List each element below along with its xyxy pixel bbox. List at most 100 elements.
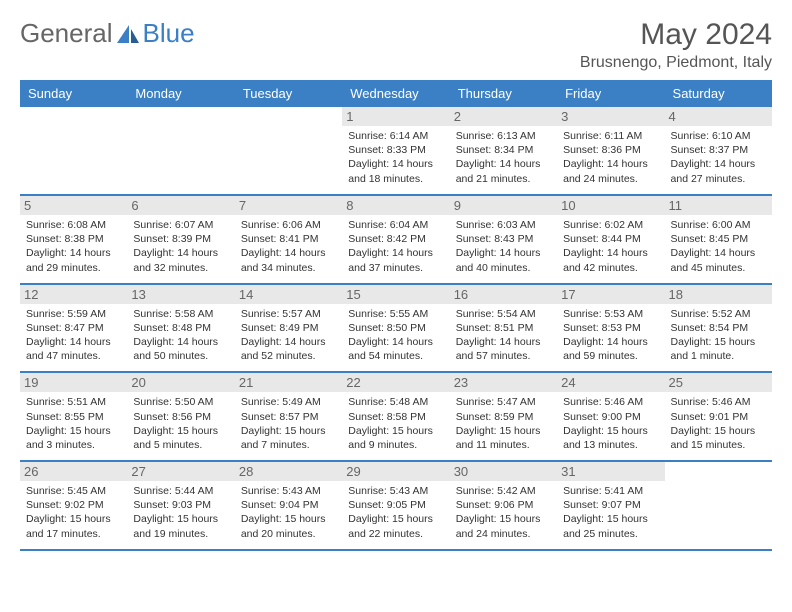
day-number: 15 [342, 285, 449, 304]
day-number: 22 [342, 373, 449, 392]
weekday-header: Friday [557, 80, 664, 107]
calendar-cell: 29 Sunrise: 5:43 AMSunset: 9:05 PMDayligh… [342, 461, 449, 550]
day-number: 23 [450, 373, 557, 392]
day-info: Sunrise: 5:51 AMSunset: 8:55 PMDaylight:… [26, 395, 121, 452]
day-number: 25 [665, 373, 772, 392]
day-number: 13 [127, 285, 234, 304]
day-info: Sunrise: 5:48 AMSunset: 8:58 PMDaylight:… [348, 395, 443, 452]
calendar-cell: 26 Sunrise: 5:45 AMSunset: 9:02 PMDayligh… [20, 461, 127, 550]
calendar-cell [665, 461, 772, 550]
logo-part2: Blue [143, 18, 195, 49]
day-info: Sunrise: 6:00 AMSunset: 8:45 PMDaylight:… [671, 218, 766, 275]
day-info: Sunrise: 5:57 AMSunset: 8:49 PMDaylight:… [241, 307, 336, 364]
calendar-cell: 5 Sunrise: 6:08 AMSunset: 8:38 PMDaylight… [20, 195, 127, 284]
day-info: Sunrise: 6:10 AMSunset: 8:37 PMDaylight:… [671, 129, 766, 186]
calendar-cell: 17 Sunrise: 5:53 AMSunset: 8:53 PMDayligh… [557, 284, 664, 373]
day-info: Sunrise: 5:43 AMSunset: 9:04 PMDaylight:… [241, 484, 336, 541]
calendar-table: SundayMondayTuesdayWednesdayThursdayFrid… [20, 80, 772, 551]
calendar-cell: 21Sunrise: 5:49 AMSunset: 8:57 PMDayligh… [235, 372, 342, 461]
month-title: May 2024 [580, 18, 772, 52]
day-number: 31 [557, 462, 664, 481]
calendar-cell: 27 Sunrise: 5:44 AMSunset: 9:03 PMDayligh… [127, 461, 234, 550]
day-info: Sunrise: 5:46 AMSunset: 9:00 PMDaylight:… [563, 395, 658, 452]
day-number: 17 [557, 285, 664, 304]
day-number: 4 [665, 107, 772, 126]
calendar-row: 1Sunrise: 6:14 AMSunset: 8:33 PMDaylight… [20, 107, 772, 195]
calendar-cell: 6 Sunrise: 6:07 AMSunset: 8:39 PMDaylight… [127, 195, 234, 284]
day-number: 8 [342, 196, 449, 215]
day-info: Sunrise: 6:08 AMSunset: 8:38 PMDaylight:… [26, 218, 121, 275]
day-number: 7 [235, 196, 342, 215]
weekday-header: Saturday [665, 80, 772, 107]
day-number: 6 [127, 196, 234, 215]
day-info: Sunrise: 5:47 AMSunset: 8:59 PMDaylight:… [456, 395, 551, 452]
day-info: Sunrise: 6:14 AMSunset: 8:33 PMDaylight:… [348, 129, 443, 186]
calendar-cell: 31Sunrise: 5:41 AMSunset: 9:07 PMDayligh… [557, 461, 664, 550]
day-info: Sunrise: 5:44 AMSunset: 9:03 PMDaylight:… [133, 484, 228, 541]
day-info: Sunrise: 5:59 AMSunset: 8:47 PMDaylight:… [26, 307, 121, 364]
day-number: 9 [450, 196, 557, 215]
header: General Blue May 2024 Brusnengo, Piedmon… [20, 18, 772, 72]
day-number: 5 [20, 196, 127, 215]
weekday-header: Tuesday [235, 80, 342, 107]
calendar-row: 5 Sunrise: 6:08 AMSunset: 8:38 PMDaylight… [20, 195, 772, 284]
day-info: Sunrise: 5:52 AMSunset: 8:54 PMDaylight:… [671, 307, 766, 364]
calendar-cell: 13 Sunrise: 5:58 AMSunset: 8:48 PMDayligh… [127, 284, 234, 373]
location-label: Brusnengo, Piedmont, Italy [580, 54, 772, 72]
calendar-cell: 3 Sunrise: 6:11 AMSunset: 8:36 PMDaylight… [557, 107, 664, 195]
calendar-row: 26 Sunrise: 5:45 AMSunset: 9:02 PMDayligh… [20, 461, 772, 550]
calendar-cell: 20Sunrise: 5:50 AMSunset: 8:56 PMDayligh… [127, 372, 234, 461]
day-info: Sunrise: 5:53 AMSunset: 8:53 PMDaylight:… [563, 307, 658, 364]
weekday-header-row: SundayMondayTuesdayWednesdayThursdayFrid… [20, 80, 772, 107]
calendar-cell: 19 Sunrise: 5:51 AMSunset: 8:55 PMDayligh… [20, 372, 127, 461]
weekday-header: Sunday [20, 80, 127, 107]
calendar-cell: 7 Sunrise: 6:06 AMSunset: 8:41 PMDaylight… [235, 195, 342, 284]
day-info: Sunrise: 6:04 AMSunset: 8:42 PMDaylight:… [348, 218, 443, 275]
day-number: 3 [557, 107, 664, 126]
logo-part1: General [20, 18, 113, 48]
day-number: 30 [450, 462, 557, 481]
calendar-cell: 30 Sunrise: 5:42 AMSunset: 9:06 PMDayligh… [450, 461, 557, 550]
weekday-header: Thursday [450, 80, 557, 107]
calendar-cell: 10Sunrise: 6:02 AMSunset: 8:44 PMDayligh… [557, 195, 664, 284]
logo-sail-icon [115, 23, 141, 45]
day-info: Sunrise: 5:46 AMSunset: 9:01 PMDaylight:… [671, 395, 766, 452]
calendar-cell: 18 Sunrise: 5:52 AMSunset: 8:54 PMDayligh… [665, 284, 772, 373]
calendar-cell: 12Sunrise: 5:59 AMSunset: 8:47 PMDayligh… [20, 284, 127, 373]
day-number: 2 [450, 107, 557, 126]
calendar-cell [235, 107, 342, 195]
calendar-row: 12Sunrise: 5:59 AMSunset: 8:47 PMDayligh… [20, 284, 772, 373]
calendar-cell: 11 Sunrise: 6:00 AMSunset: 8:45 PMDayligh… [665, 195, 772, 284]
day-number: 11 [665, 196, 772, 215]
day-number: 29 [342, 462, 449, 481]
calendar-cell: 4 Sunrise: 6:10 AMSunset: 8:37 PMDaylight… [665, 107, 772, 195]
calendar-body: 1Sunrise: 6:14 AMSunset: 8:33 PMDaylight… [20, 107, 772, 550]
day-info: Sunrise: 5:49 AMSunset: 8:57 PMDaylight:… [241, 395, 336, 452]
day-number: 26 [20, 462, 127, 481]
day-number: 27 [127, 462, 234, 481]
day-info: Sunrise: 5:42 AMSunset: 9:06 PMDaylight:… [456, 484, 551, 541]
calendar-cell [20, 107, 127, 195]
day-info: Sunrise: 5:45 AMSunset: 9:02 PMDaylight:… [26, 484, 121, 541]
day-info: Sunrise: 6:07 AMSunset: 8:39 PMDaylight:… [133, 218, 228, 275]
calendar-cell: 8 Sunrise: 6:04 AMSunset: 8:42 PMDaylight… [342, 195, 449, 284]
day-info: Sunrise: 5:55 AMSunset: 8:50 PMDaylight:… [348, 307, 443, 364]
day-number: 28 [235, 462, 342, 481]
calendar-cell: 23 Sunrise: 5:47 AMSunset: 8:59 PMDayligh… [450, 372, 557, 461]
day-number: 18 [665, 285, 772, 304]
day-info: Sunrise: 6:06 AMSunset: 8:41 PMDaylight:… [241, 218, 336, 275]
day-info: Sunrise: 6:11 AMSunset: 8:36 PMDaylight:… [563, 129, 658, 186]
calendar-cell: 25 Sunrise: 5:46 AMSunset: 9:01 PMDayligh… [665, 372, 772, 461]
day-info: Sunrise: 6:13 AMSunset: 8:34 PMDaylight:… [456, 129, 551, 186]
day-number: 14 [235, 285, 342, 304]
day-number: 19 [20, 373, 127, 392]
day-number: 16 [450, 285, 557, 304]
weekday-header: Monday [127, 80, 234, 107]
calendar-cell: 22 Sunrise: 5:48 AMSunset: 8:58 PMDayligh… [342, 372, 449, 461]
day-info: Sunrise: 5:54 AMSunset: 8:51 PMDaylight:… [456, 307, 551, 364]
calendar-cell: 14 Sunrise: 5:57 AMSunset: 8:49 PMDayligh… [235, 284, 342, 373]
calendar-cell: 1Sunrise: 6:14 AMSunset: 8:33 PMDaylight… [342, 107, 449, 195]
day-number: 24 [557, 373, 664, 392]
day-info: Sunrise: 5:58 AMSunset: 8:48 PMDaylight:… [133, 307, 228, 364]
day-info: Sunrise: 5:43 AMSunset: 9:05 PMDaylight:… [348, 484, 443, 541]
